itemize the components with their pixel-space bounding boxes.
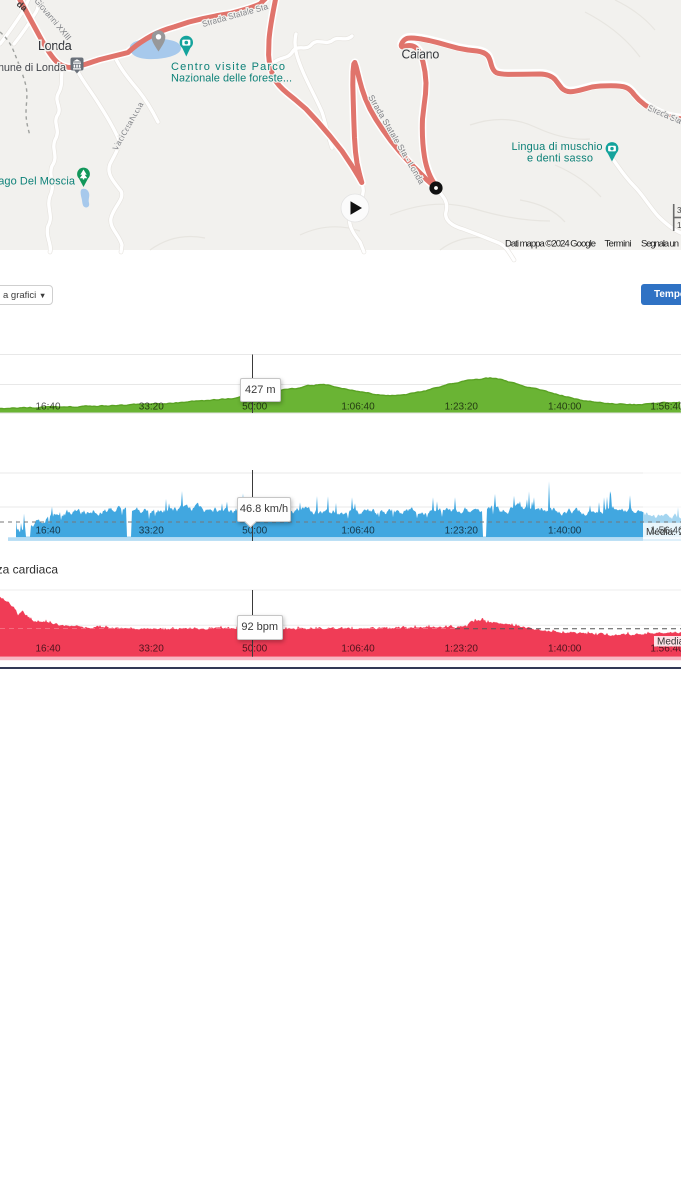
svg-text:1:06:40: 1:06:40 [341,644,375,655]
svg-text:50:00: 50:00 [242,526,267,537]
svg-text:1:40:00: 1:40:00 [548,644,582,655]
svg-text:1:56:40: 1:56:40 [650,402,681,413]
svg-text:Termini: Termini [605,239,632,250]
svg-text:16:40: 16:40 [35,526,60,537]
svg-text:16:40: 16:40 [35,402,60,413]
svg-text:1: 1 [677,221,681,230]
svg-text:e denti sasso: e denti sasso [527,153,593,165]
svg-text:1:56:40: 1:56:40 [650,526,681,537]
svg-text:Nazionale delle foreste...: Nazionale delle foreste... [171,73,292,85]
svg-text:16:40: 16:40 [35,644,60,655]
svg-text:1:23:20: 1:23:20 [445,526,479,537]
svg-text:33:20: 33:20 [139,644,164,655]
svg-text:1:23:20: 1:23:20 [445,644,479,655]
svg-text:Segnala un: Segnala un [641,239,679,250]
svg-text:1:06:40: 1:06:40 [341,402,375,413]
svg-text:Media: Media [657,637,681,648]
svg-text:33:20: 33:20 [139,402,164,413]
svg-text:Dati mappa ©2024 Google: Dati mappa ©2024 Google [505,239,596,250]
svg-text:33:20: 33:20 [139,526,164,537]
svg-text:Frequenza cardiaca: Frequenza cardiaca [0,563,58,577]
svg-text:1:06:40: 1:06:40 [341,526,375,537]
svg-text:1:40:00: 1:40:00 [548,526,582,537]
svg-text:1:56:40: 1:56:40 [650,644,681,655]
svg-text:1:23:20: 1:23:20 [445,402,479,413]
svg-text:3: 3 [677,206,681,215]
svg-text:Media: 2: Media: 2 [646,527,681,538]
svg-text:Comune di Londa: Comune di Londa [0,62,67,74]
svg-text:Lingua di muschio: Lingua di muschio [512,141,603,153]
svg-text:Centro visite Parco: Centro visite Parco [171,61,285,73]
svg-text:Londa: Londa [38,38,73,53]
svg-text:Lago Del Moscia: Lago Del Moscia [0,176,76,188]
svg-text:Caiano: Caiano [402,48,440,62]
svg-text:1:40:00: 1:40:00 [548,402,582,413]
svg-text:50:00: 50:00 [242,402,267,413]
svg-text:50:00: 50:00 [242,644,267,655]
